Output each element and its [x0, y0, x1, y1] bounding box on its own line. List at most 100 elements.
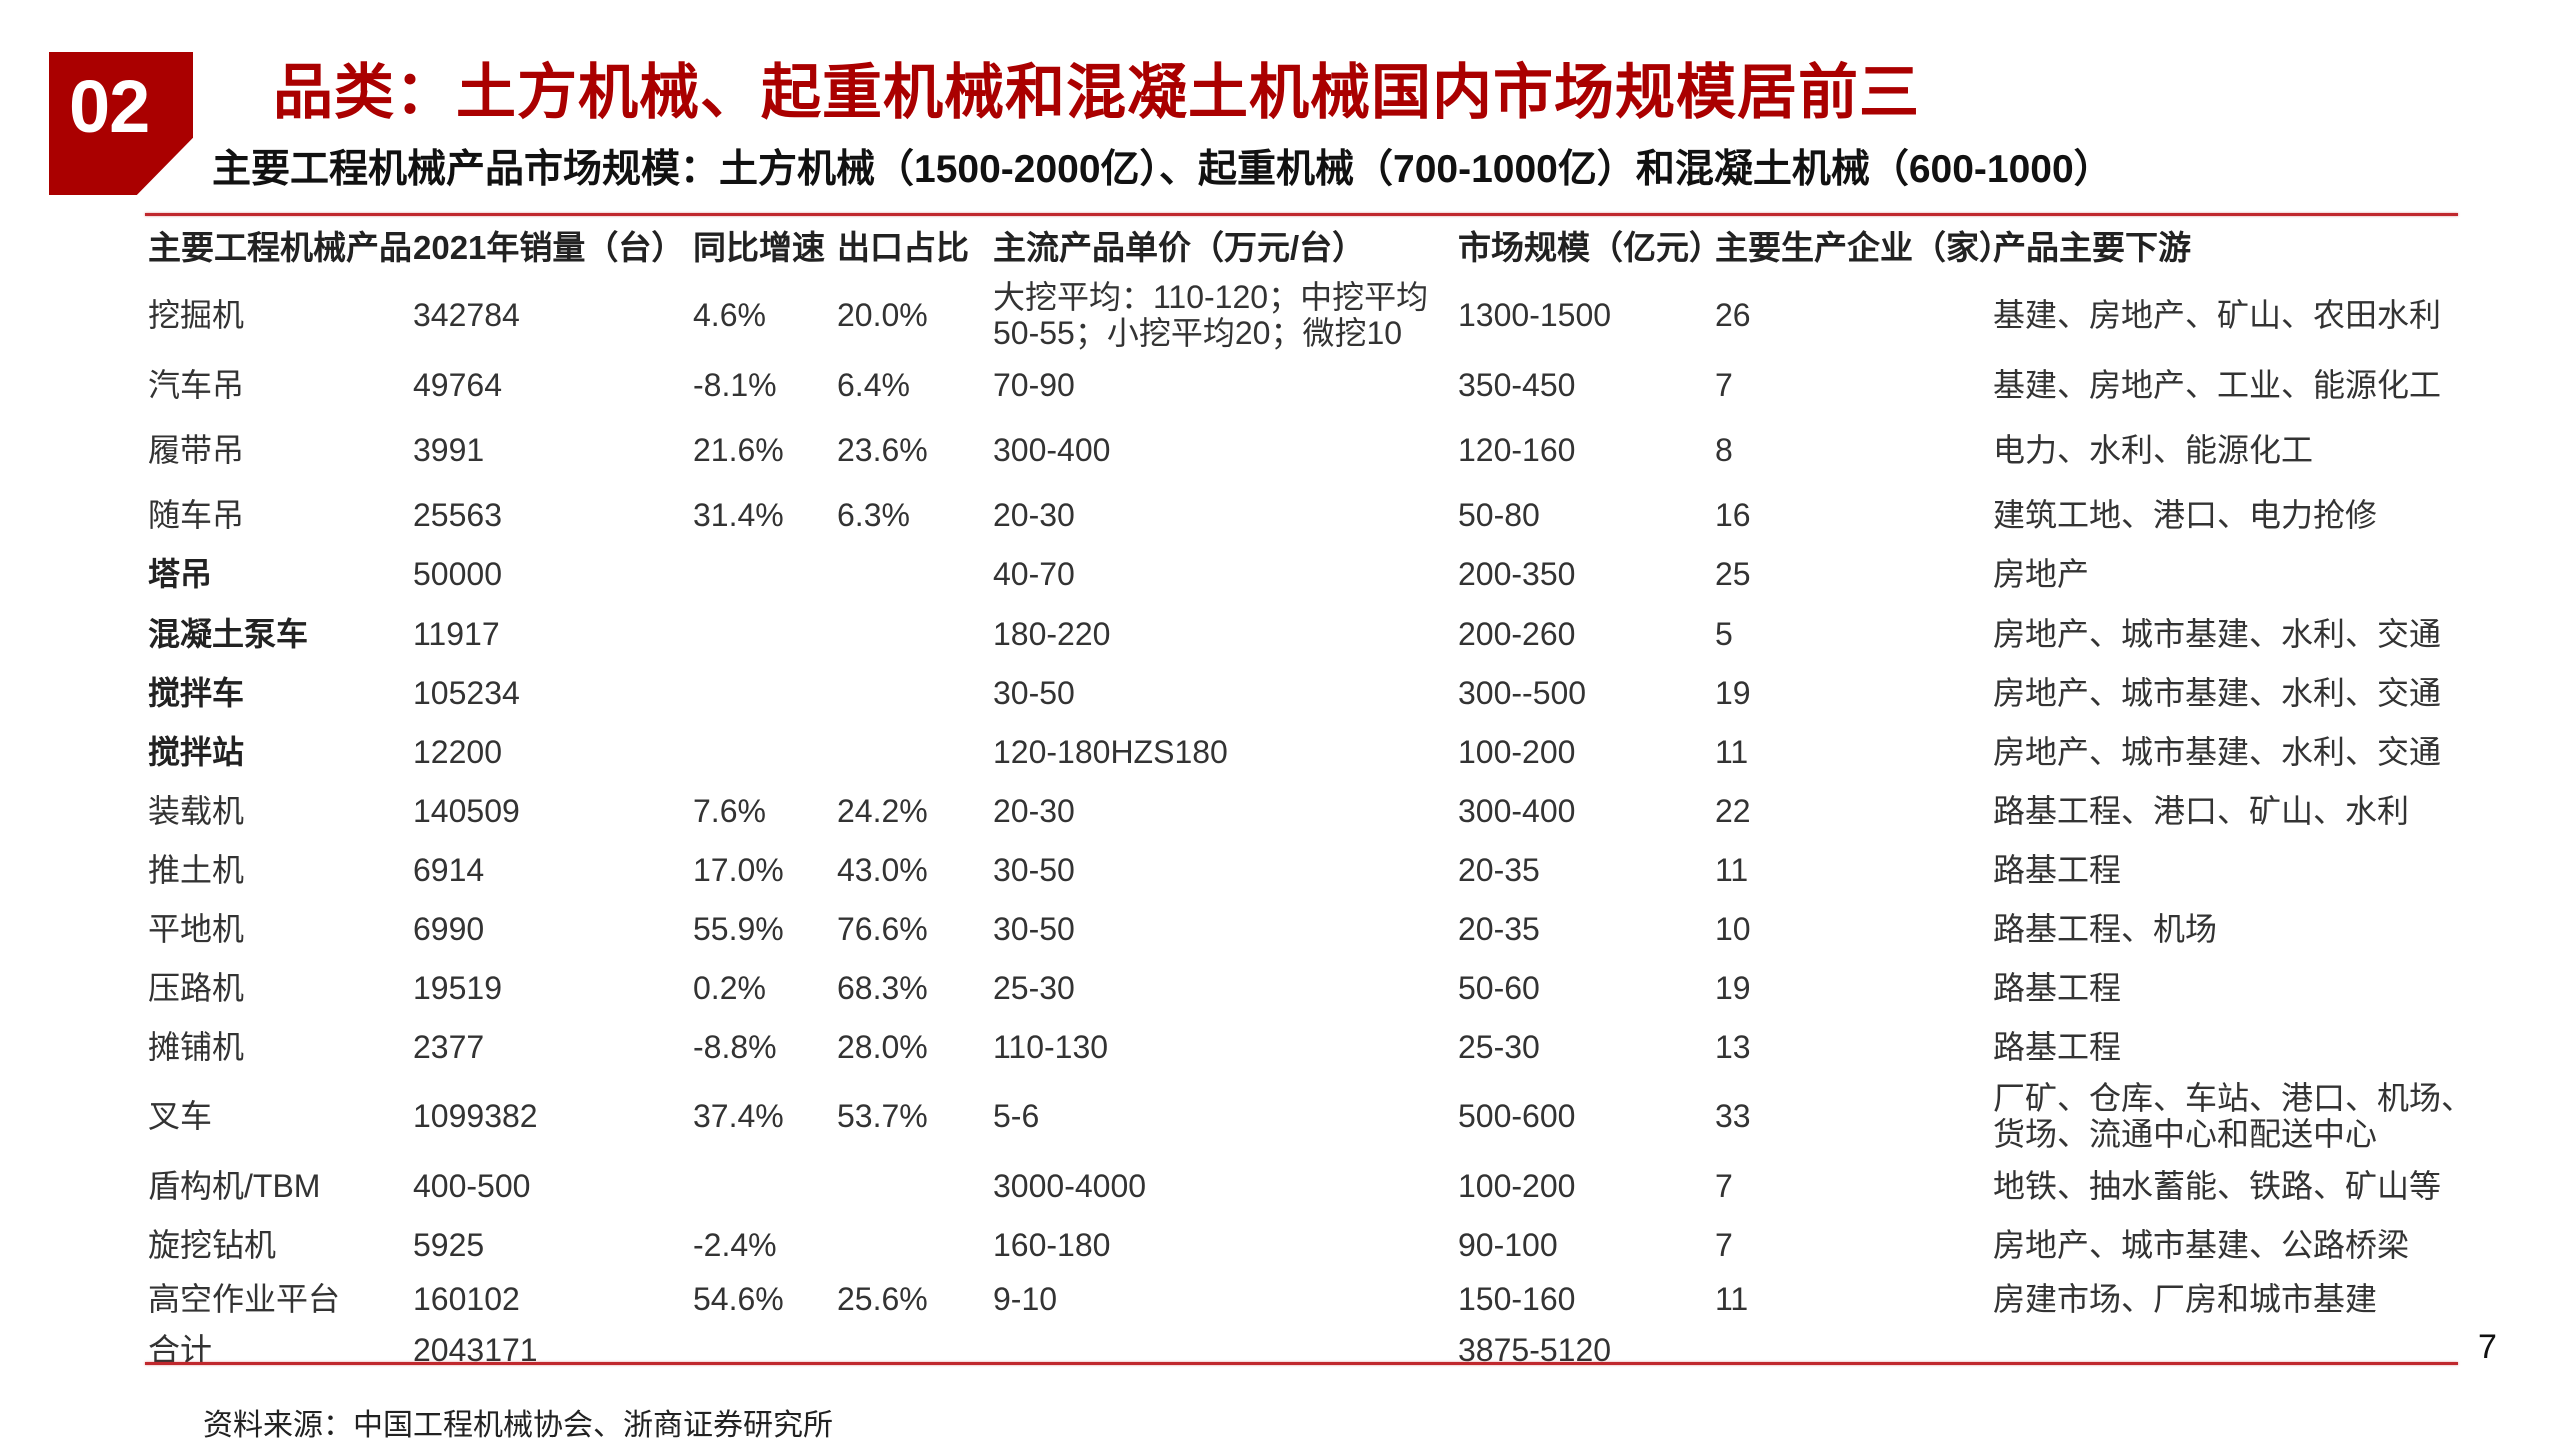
yoy-cell: 21.6%: [693, 432, 784, 468]
product-cell: 搅拌站: [148, 734, 245, 770]
companies-cell: 7: [1715, 367, 1733, 403]
table-row: 平地机 6990 55.9% 76.6% 30-50 20-35 10 路基工程…: [0, 899, 2559, 959]
table-bottom-divider: [145, 1362, 2458, 1365]
column-header: 主要生产企业（家）: [1715, 229, 2012, 266]
price-cell: 40-70: [993, 556, 1075, 592]
table-top-divider: [145, 213, 2458, 216]
yoy-cell: 7.6%: [693, 793, 766, 829]
companies-cell: 11: [1715, 1281, 1749, 1317]
downstream-cell: 建筑工地、港口、电力抢修: [1993, 497, 2378, 533]
market-cell: 1300-1500: [1458, 297, 1612, 333]
export-cell: 6.3%: [837, 497, 910, 533]
companies-cell: 33: [1715, 1098, 1751, 1134]
price-cell: 25-30: [993, 970, 1075, 1006]
table-row: 履带吊 3991 21.6% 23.6% 300-400 120-160 8 电…: [0, 420, 2559, 480]
export-cell: 6.4%: [837, 367, 910, 403]
downstream-cell: 房地产、城市基建、水利、交通: [1993, 616, 2442, 652]
downstream-cell: 路基工程、机场: [1993, 911, 2218, 947]
market-cell: 120-160: [1458, 432, 1576, 468]
market-cell: 500-600: [1458, 1098, 1576, 1134]
companies-cell: 13: [1715, 1029, 1751, 1065]
column-header: 主流产品单价（万元/台）: [993, 229, 1366, 266]
product-cell: 汽车吊: [148, 367, 245, 403]
price-cell: 30-50: [993, 852, 1075, 888]
table-row: 叉车 1099382 37.4% 53.7% 5-6 500-600 33 厂矿…: [0, 1080, 2559, 1152]
column-header: 产品主要下游: [1993, 229, 2191, 266]
companies-cell: 10: [1715, 911, 1751, 947]
market-cell: 3875-5120: [1458, 1332, 1612, 1368]
market-cell: 20-35: [1458, 911, 1540, 947]
yoy-cell: 0.2%: [693, 970, 766, 1006]
product-cell: 挖掘机: [148, 297, 245, 333]
export-cell: 20.0%: [837, 297, 928, 333]
sales-cell: 160102: [413, 1281, 520, 1317]
yoy-cell: 55.9%: [693, 911, 784, 947]
companies-cell: 25: [1715, 556, 1751, 592]
table-row: 旋挖钻机 5925 -2.4% 160-180 90-100 7 房地产、城市基…: [0, 1215, 2559, 1275]
table-row: 汽车吊 49764 -8.1% 6.4% 70-90 350-450 7 基建、…: [0, 355, 2559, 415]
sales-cell: 11917: [413, 616, 500, 652]
downstream-cell: 地铁、抽水蓄能、铁路、矿山等: [1993, 1168, 2442, 1204]
table-header-row: 主要工程机械产品 2021年销量（台） 同比增速 出口占比 主流产品单价（万元/…: [0, 218, 2559, 278]
product-cell: 旋挖钻机: [148, 1227, 277, 1263]
market-cell: 100-200: [1458, 1168, 1576, 1204]
yoy-cell: -2.4%: [693, 1227, 777, 1263]
price-cell: 9-10: [993, 1281, 1058, 1317]
sales-cell: 19519: [413, 970, 502, 1006]
market-cell: 200-350: [1458, 556, 1576, 592]
product-cell: 随车吊: [148, 497, 245, 533]
downstream-cell: 电力、水利、能源化工: [1993, 432, 2314, 468]
column-header: 主要工程机械产品: [148, 229, 412, 266]
downstream-cell: 房地产、城市基建、公路桥梁: [1993, 1227, 2410, 1263]
price-cell: 30-50: [993, 675, 1075, 711]
market-cell: 300--500: [1458, 675, 1587, 711]
table-row: 压路机 19519 0.2% 68.3% 25-30 50-60 19 路基工程: [0, 958, 2559, 1018]
market-cell: 50-80: [1458, 497, 1540, 533]
downstream-cell: 路基工程: [1993, 1029, 2122, 1065]
table-row: 搅拌站 12200 120-180HZS180 100-200 11 房地产、城…: [0, 722, 2559, 782]
companies-cell: 8: [1715, 432, 1733, 468]
companies-cell: 22: [1715, 793, 1751, 829]
downstream-cell: 路基工程、港口、矿山、水利: [1993, 793, 2410, 829]
table-row: 高空作业平台 160102 54.6% 25.6% 9-10 150-160 1…: [0, 1269, 2559, 1329]
product-cell: 混凝土泵车: [148, 616, 309, 652]
companies-cell: 7: [1715, 1227, 1733, 1263]
market-cell: 300-400: [1458, 793, 1576, 829]
companies-cell: 19: [1715, 675, 1751, 711]
yoy-cell: 4.6%: [693, 297, 766, 333]
companies-cell: 26: [1715, 297, 1751, 333]
yoy-cell: 37.4%: [693, 1098, 784, 1134]
sales-cell: 400-500: [413, 1168, 531, 1204]
product-cell: 平地机: [148, 911, 245, 947]
sales-cell: 6990: [413, 911, 485, 947]
price-cell: 180-220: [993, 616, 1111, 652]
price-cell: 70-90: [993, 367, 1075, 403]
export-cell: 25.6%: [837, 1281, 928, 1317]
table-row: 塔吊 50000 40-70 200-350 25 房地产: [0, 544, 2559, 604]
section-number-badge: 02: [49, 52, 193, 195]
price-cell: 5-6: [993, 1098, 1040, 1134]
market-cell: 50-60: [1458, 970, 1540, 1006]
downstream-cell: 路基工程: [1993, 852, 2122, 888]
export-cell: 76.6%: [837, 911, 928, 947]
product-cell: 合计: [148, 1332, 213, 1368]
table-total-row: 合计 2043171 3875-5120: [0, 1320, 2559, 1380]
section-number: 02: [69, 65, 150, 148]
downstream-cell: 路基工程: [1993, 970, 2122, 1006]
export-cell: 68.3%: [837, 970, 928, 1006]
companies-cell: 16: [1715, 497, 1751, 533]
price-cell: 160-180: [993, 1227, 1111, 1263]
yoy-cell: -8.1%: [693, 367, 777, 403]
market-cell: 100-200: [1458, 734, 1576, 770]
yoy-cell: 17.0%: [693, 852, 784, 888]
sales-cell: 49764: [413, 367, 502, 403]
table-row: 搅拌车 105234 30-50 300--500 19 房地产、城市基建、水利…: [0, 663, 2559, 723]
export-cell: 28.0%: [837, 1029, 928, 1065]
sales-cell: 50000: [413, 556, 502, 592]
export-cell: 24.2%: [837, 793, 928, 829]
companies-cell: 7: [1715, 1168, 1733, 1204]
sales-cell: 2377: [413, 1029, 485, 1065]
column-header: 2021年销量（台）: [413, 229, 685, 266]
downstream-cell: 基建、房地产、矿山、农田水利: [1993, 297, 2442, 333]
page-subtitle: 主要工程机械产品市场规模：土方机械（1500-2000亿）、起重机械（700-1…: [212, 148, 2113, 191]
